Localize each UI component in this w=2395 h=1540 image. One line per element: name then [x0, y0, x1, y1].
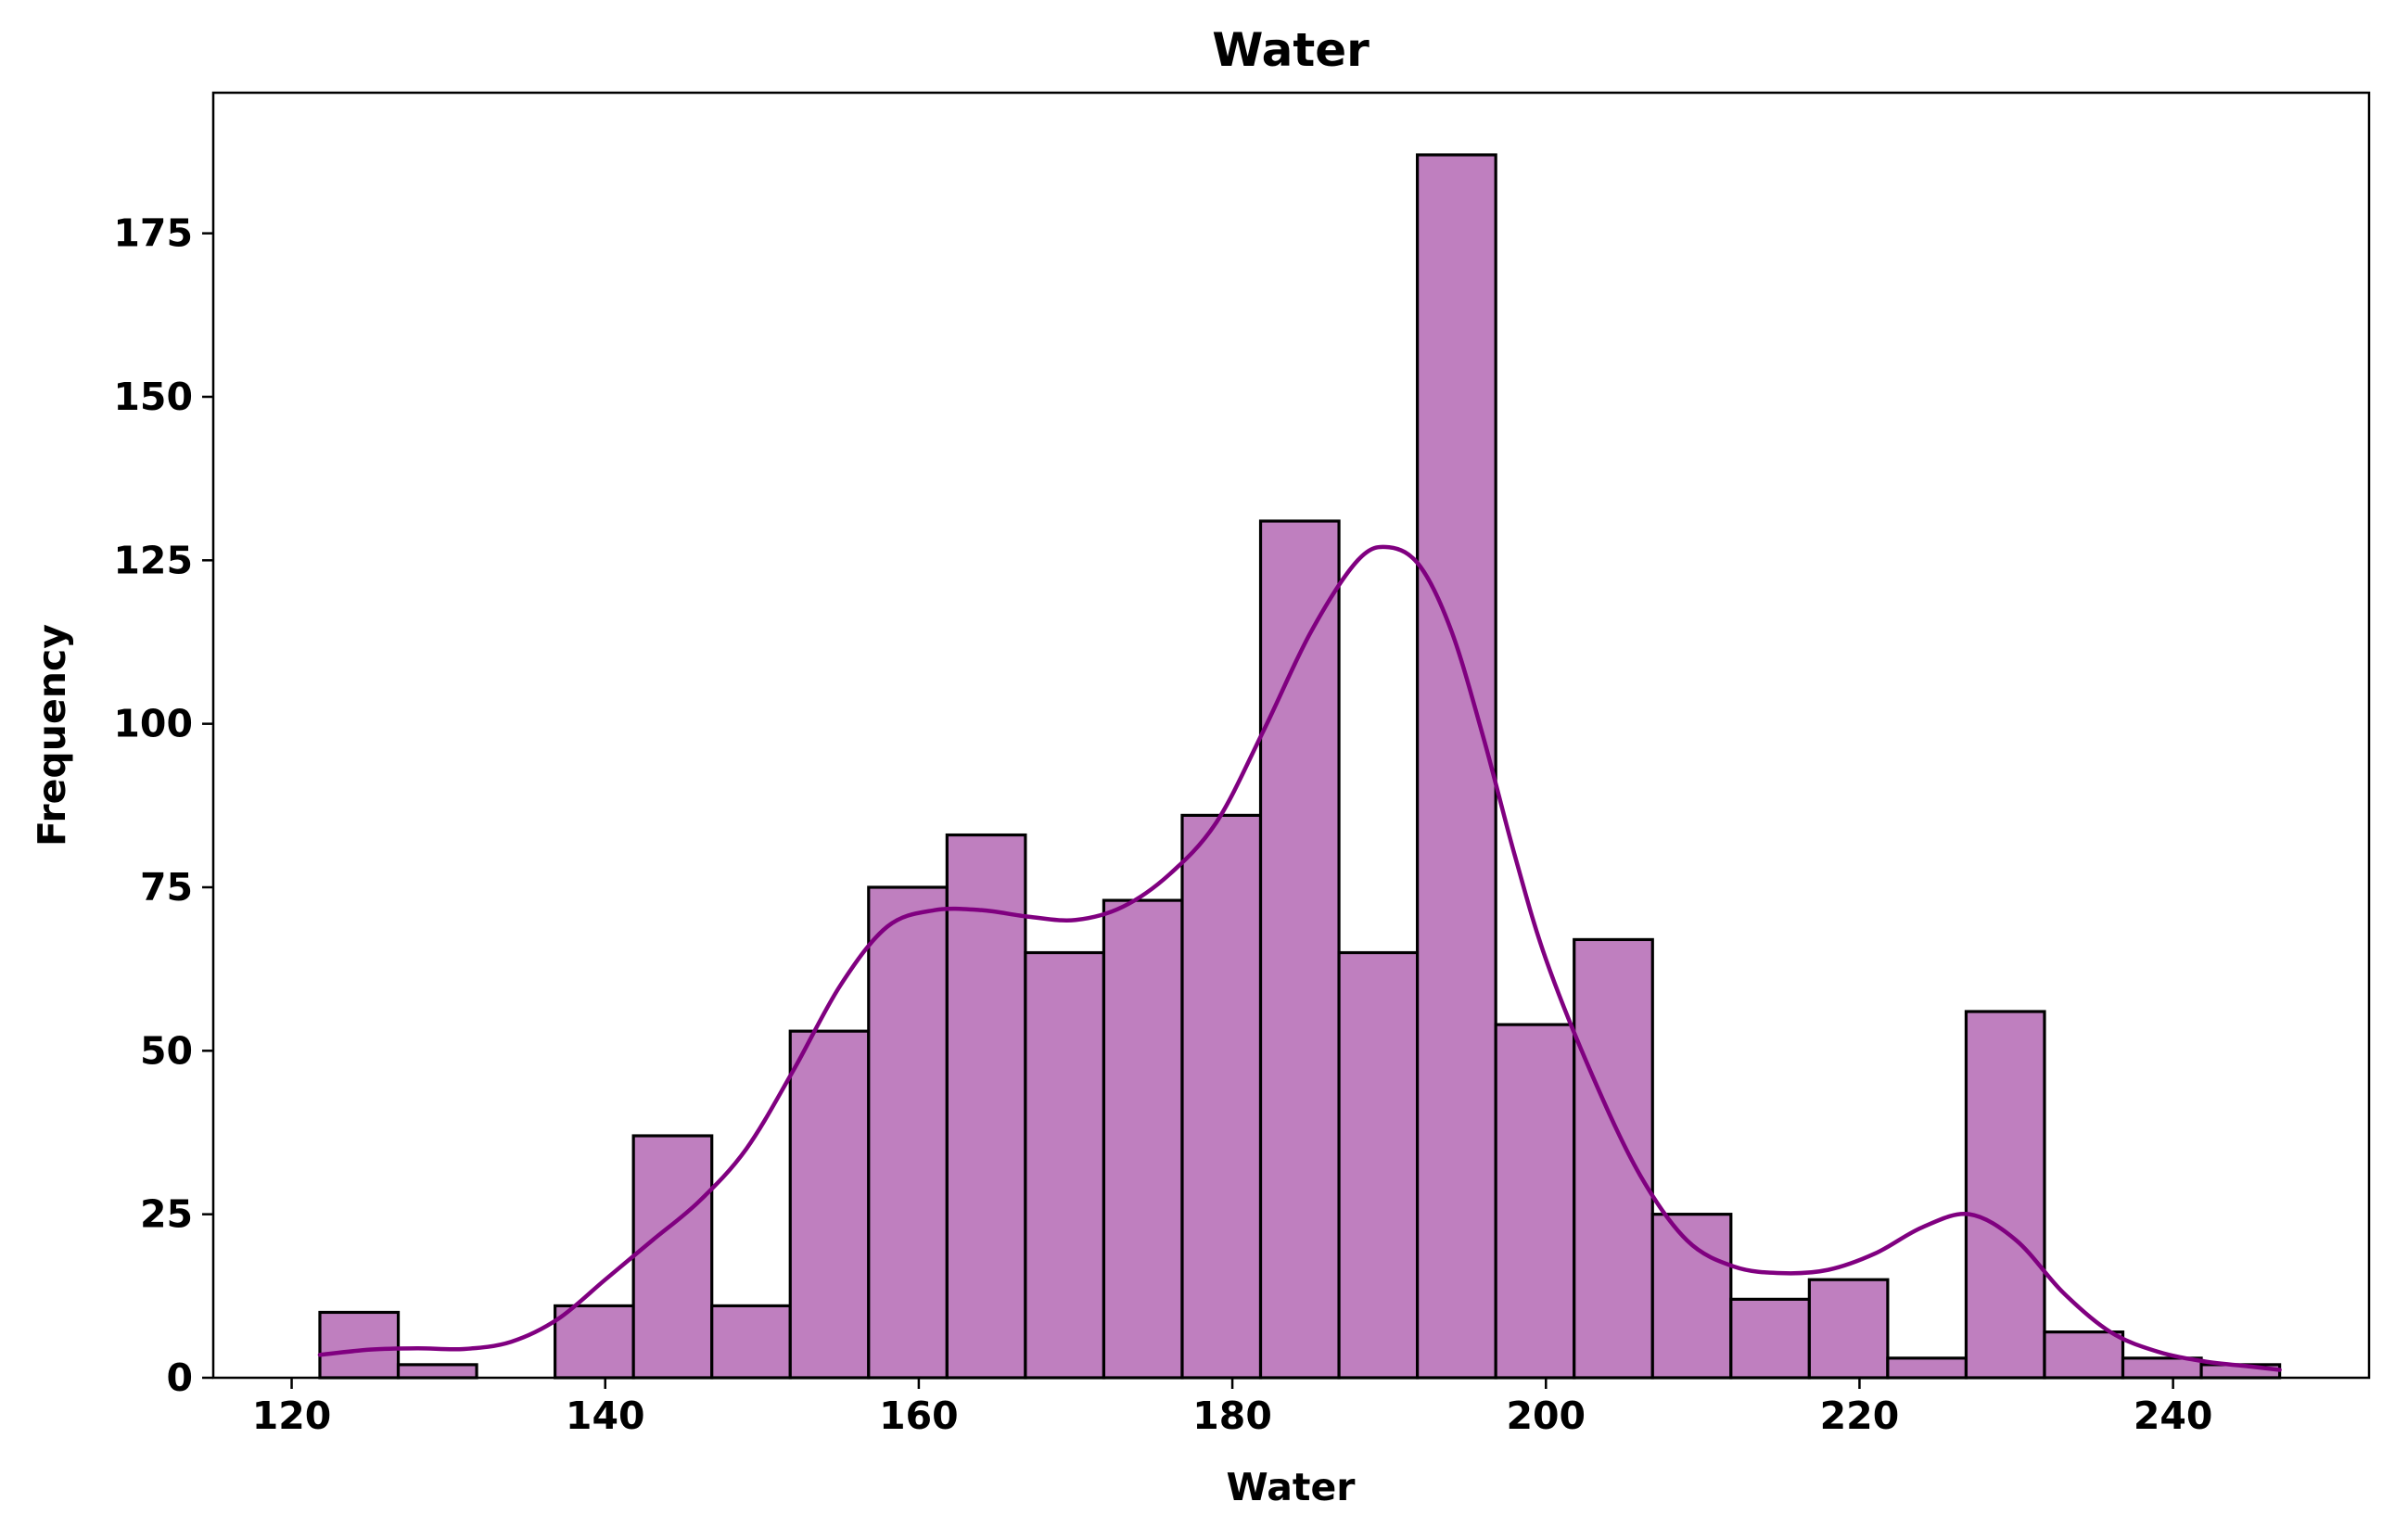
x-axis: 120 140 160 180 200 220 240	[252, 1378, 2213, 1438]
x-tick-label: 220	[1820, 1394, 1900, 1438]
histogram-bar-3	[554, 1304, 635, 1380]
y-tick-label: 100	[113, 702, 193, 746]
histogram-bar-6	[788, 1029, 871, 1380]
x-tick-label: 160	[879, 1394, 959, 1438]
x-tick-label: 200	[1506, 1394, 1586, 1438]
histogram-bar-23	[2121, 1356, 2203, 1380]
x-tick-label: 180	[1192, 1394, 1272, 1438]
histogram-bar-16	[1573, 937, 1654, 1380]
y-tick-label: 150	[113, 375, 193, 419]
plot-frame	[211, 91, 2371, 1380]
histogram-bar-19	[1807, 1278, 1890, 1380]
histogram-bar-13	[1337, 950, 1420, 1380]
y-tick-label: 25	[140, 1192, 193, 1237]
histogram-bar-22	[2043, 1330, 2125, 1380]
y-tick-label: 0	[166, 1355, 193, 1400]
histogram-bar-4	[631, 1134, 714, 1380]
histogram-bar-15	[1494, 1023, 1576, 1380]
kde-layer	[317, 544, 2282, 1372]
histogram-bar-0	[318, 1310, 401, 1380]
histogram-bar-14	[1416, 153, 1497, 1380]
histogram-bar-7	[867, 885, 949, 1380]
y-axis: 0 25 50 75 100 125 150 175	[113, 211, 213, 1400]
histogram-bar-9	[1024, 950, 1106, 1380]
x-axis-label: Water	[1226, 1465, 1356, 1509]
y-tick-label: 50	[140, 1028, 193, 1073]
histogram-bar-5	[710, 1304, 792, 1380]
histogram-bar-12	[1258, 519, 1341, 1380]
histogram-bar-1	[396, 1363, 478, 1380]
histogram-bar-20	[1886, 1356, 1968, 1380]
histogram-bar-18	[1729, 1297, 1811, 1380]
histogram-bar-21	[1964, 1010, 2046, 1380]
histogram-bar-17	[1650, 1213, 1733, 1380]
histogram-bar-10	[1102, 898, 1184, 1380]
x-tick-label: 120	[252, 1394, 332, 1438]
histogram-bar-11	[1180, 813, 1263, 1380]
y-tick-label: 125	[113, 538, 193, 582]
kde-line	[317, 544, 2282, 1372]
y-tick-label: 75	[140, 865, 193, 910]
chart-title: Water	[1212, 23, 1369, 77]
x-tick-label: 140	[566, 1394, 645, 1438]
x-tick-label: 240	[2134, 1394, 2213, 1438]
bars-layer	[318, 153, 2282, 1380]
y-tick-label: 175	[113, 211, 193, 256]
histogram-bar-8	[945, 833, 1027, 1380]
y-axis-label: Frequency	[30, 624, 74, 846]
